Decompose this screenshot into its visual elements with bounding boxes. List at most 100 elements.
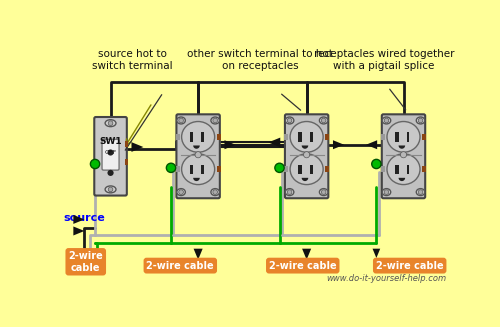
Circle shape — [179, 190, 184, 194]
Ellipse shape — [105, 120, 116, 127]
Bar — [176, 134, 180, 140]
Bar — [176, 166, 180, 172]
Bar — [407, 164, 410, 174]
Bar — [422, 134, 426, 140]
Bar — [202, 164, 204, 174]
Wedge shape — [398, 146, 405, 149]
Circle shape — [108, 187, 113, 192]
FancyBboxPatch shape — [285, 114, 329, 198]
Circle shape — [418, 118, 423, 123]
Circle shape — [195, 152, 201, 158]
Ellipse shape — [416, 189, 425, 196]
Ellipse shape — [416, 117, 425, 124]
Bar — [190, 164, 193, 174]
Ellipse shape — [286, 189, 294, 196]
Polygon shape — [333, 140, 344, 149]
Bar — [202, 132, 204, 142]
Bar — [407, 132, 410, 142]
Ellipse shape — [211, 189, 220, 196]
Bar — [395, 132, 398, 142]
Text: other switch terminal to hot
on receptacles: other switch terminal to hot on receptac… — [187, 49, 333, 71]
Circle shape — [108, 121, 113, 126]
Ellipse shape — [177, 117, 186, 124]
Circle shape — [384, 190, 389, 194]
Bar — [190, 132, 193, 142]
Wedge shape — [398, 178, 405, 181]
Bar — [124, 159, 128, 164]
FancyBboxPatch shape — [94, 117, 127, 196]
Polygon shape — [194, 249, 202, 260]
Bar — [284, 134, 288, 140]
Bar — [310, 164, 312, 174]
Bar — [124, 141, 128, 146]
Ellipse shape — [182, 122, 214, 152]
Bar — [298, 164, 302, 174]
Circle shape — [400, 152, 406, 158]
Text: receptacles wired together
with a pigtail splice: receptacles wired together with a pigtai… — [314, 49, 454, 71]
Circle shape — [213, 190, 218, 194]
Polygon shape — [302, 249, 311, 260]
Circle shape — [179, 118, 184, 123]
Polygon shape — [132, 142, 143, 152]
Circle shape — [372, 159, 381, 169]
Polygon shape — [224, 140, 235, 149]
Ellipse shape — [387, 122, 420, 152]
Bar — [381, 166, 385, 172]
Polygon shape — [74, 227, 85, 235]
Bar — [325, 166, 329, 172]
Circle shape — [304, 152, 310, 158]
Text: 2-wire
cable: 2-wire cable — [68, 251, 103, 273]
FancyBboxPatch shape — [382, 114, 425, 198]
Polygon shape — [74, 215, 85, 224]
Circle shape — [108, 170, 114, 176]
Text: SW1: SW1 — [99, 137, 122, 146]
Bar — [298, 132, 302, 142]
Bar — [310, 132, 312, 142]
Bar — [325, 134, 329, 140]
Circle shape — [288, 118, 292, 123]
Circle shape — [322, 190, 326, 194]
Text: 2-wire cable: 2-wire cable — [269, 261, 336, 271]
Bar — [381, 134, 385, 140]
Bar — [216, 134, 220, 140]
Circle shape — [90, 159, 100, 169]
Wedge shape — [302, 178, 308, 181]
Ellipse shape — [320, 189, 328, 196]
Circle shape — [322, 118, 326, 123]
Text: source: source — [64, 213, 105, 223]
Circle shape — [275, 163, 284, 172]
Wedge shape — [302, 146, 308, 149]
Text: www.do-it-yourself-help.com: www.do-it-yourself-help.com — [326, 274, 446, 283]
Polygon shape — [366, 140, 377, 149]
Ellipse shape — [290, 154, 323, 184]
Ellipse shape — [286, 117, 294, 124]
Ellipse shape — [105, 186, 116, 193]
Bar — [284, 166, 288, 172]
Polygon shape — [268, 138, 280, 147]
Text: source hot to
switch terminal: source hot to switch terminal — [92, 49, 172, 71]
Circle shape — [384, 118, 389, 123]
Bar — [395, 164, 398, 174]
Bar — [422, 166, 426, 172]
Ellipse shape — [290, 122, 323, 152]
Ellipse shape — [211, 117, 220, 124]
FancyBboxPatch shape — [102, 139, 119, 170]
Text: 2-wire cable: 2-wire cable — [376, 261, 444, 271]
Circle shape — [418, 190, 423, 194]
Ellipse shape — [387, 154, 420, 184]
FancyBboxPatch shape — [176, 114, 220, 198]
Ellipse shape — [382, 189, 390, 196]
Circle shape — [108, 149, 114, 156]
Ellipse shape — [382, 117, 390, 124]
Circle shape — [288, 190, 292, 194]
Text: OFF: OFF — [104, 150, 117, 155]
Wedge shape — [193, 146, 200, 149]
Polygon shape — [84, 259, 91, 268]
Circle shape — [166, 163, 175, 172]
Ellipse shape — [182, 154, 214, 184]
Text: 2-wire cable: 2-wire cable — [146, 261, 214, 271]
Ellipse shape — [320, 117, 328, 124]
Bar — [216, 166, 220, 172]
Wedge shape — [193, 178, 200, 181]
Polygon shape — [372, 249, 380, 258]
